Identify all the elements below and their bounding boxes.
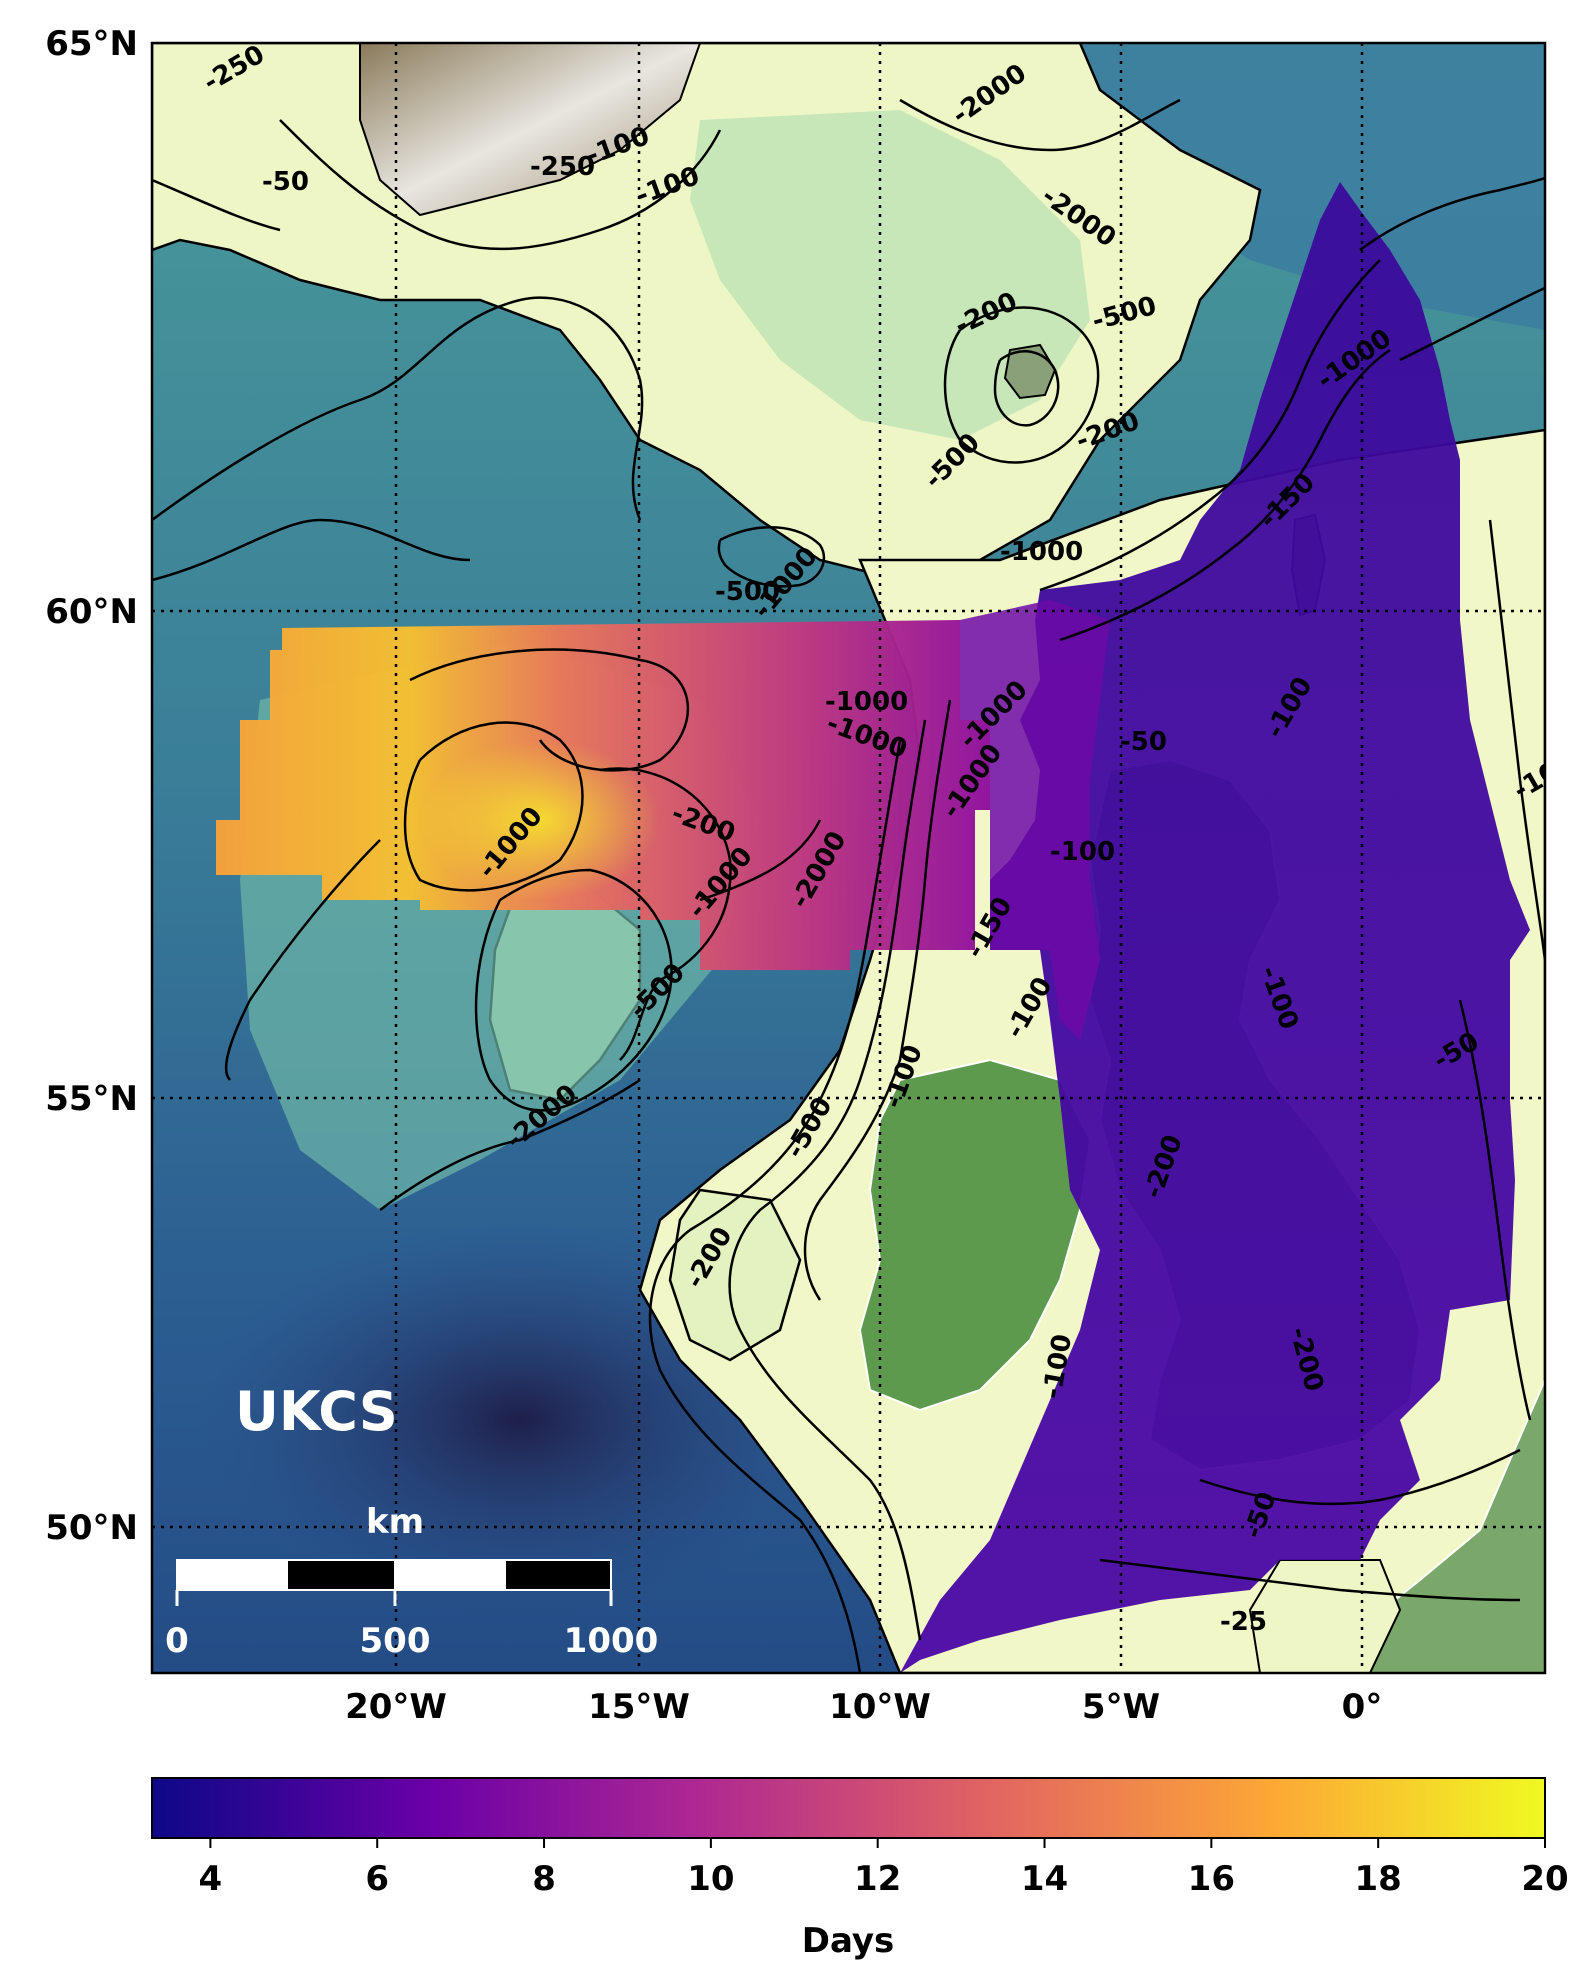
scale-bar-segment-black (504, 1559, 612, 1591)
residence-time-east-strip (900, 182, 1530, 1673)
scale-bar-segment-black (286, 1559, 396, 1591)
bathymetry-contours (152, 98, 1545, 1673)
faroe-islands (1003, 343, 1057, 400)
latitude-labels: 65°N 60°N 55°N 50°N (45, 24, 138, 1548)
lon-label-5w: 5°W (1082, 1687, 1160, 1727)
lat-label-60n: 60°N (45, 592, 138, 632)
graticule (152, 43, 1545, 1673)
scale-bar-tick-label: 1000 (564, 1621, 659, 1661)
colorbar-gradient (151, 1777, 1546, 1839)
colorbar-tick-label: 16 (1188, 1859, 1235, 1899)
contour-label: -1000 (825, 687, 908, 717)
region-label: UKCS (235, 1380, 398, 1443)
colorbar-tick-label: 4 (199, 1859, 223, 1899)
lon-label-10w: 10°W (829, 1687, 931, 1727)
brittany (1248, 1559, 1402, 1673)
norwegian-basin (1060, 43, 1545, 330)
colorbar-tick-label: 6 (365, 1859, 389, 1899)
lat-label-50n: 50°N (45, 1508, 138, 1548)
scale-bar: km 0 500 1000 (165, 1502, 658, 1661)
contour-label: -50 (262, 167, 309, 197)
lon-label-20w: 20°W (345, 1687, 447, 1727)
shelf-inner-band (690, 110, 1090, 440)
scale-bar-segment-white (394, 1559, 506, 1591)
colorbar-label: Days (802, 1921, 895, 1961)
colorbar-tick-label: 18 (1355, 1859, 1402, 1899)
colorbar-tick-label: 20 (1521, 1859, 1568, 1899)
contour-label: -50 (1120, 727, 1167, 757)
porcupine-bank (668, 1188, 802, 1362)
lat-label-65n: 65°N (45, 24, 138, 64)
colorbar-tick-label: 12 (854, 1859, 901, 1899)
lat-label-55n: 55°N (45, 1079, 138, 1119)
contour-label: -500 (715, 577, 780, 607)
colorbar-tick-label: 8 (532, 1859, 556, 1899)
contour-label: -25 (1220, 1607, 1267, 1637)
iceland-greenland-land (359, 43, 702, 217)
contour-label: -1000 (1000, 537, 1083, 567)
longitude-labels: 20°W 15°W 10°W 5°W 0° (345, 1687, 1382, 1727)
residence-time-hotspot (420, 740, 660, 900)
scale-bar-tick-label: 500 (360, 1621, 431, 1661)
scale-bar-unit: km (366, 1502, 424, 1542)
map-frame (150, 41, 1547, 1675)
residence-time-mid-strip (960, 600, 1110, 1040)
contour-label: -100 (1050, 837, 1115, 867)
scale-bar-segment-white (176, 1559, 288, 1591)
colorbar-tick-label: 14 (1021, 1859, 1068, 1899)
scale-bar-tick-label: 0 (165, 1621, 189, 1661)
colorbar-tick-label: 10 (687, 1859, 734, 1899)
colorbar: 4 6 8 10 12 14 16 18 20 Days (151, 1777, 1569, 1961)
lon-label-0: 0° (1342, 1687, 1383, 1727)
contour-label: -250 (530, 152, 595, 182)
colorbar-ticks: 4 6 8 10 12 14 16 18 20 (199, 1838, 1569, 1899)
lon-label-15w: 15°W (588, 1687, 690, 1727)
map-canvas: -250 -50 -250 -100 -100 -2000 -2000 -200… (152, 43, 1545, 1673)
